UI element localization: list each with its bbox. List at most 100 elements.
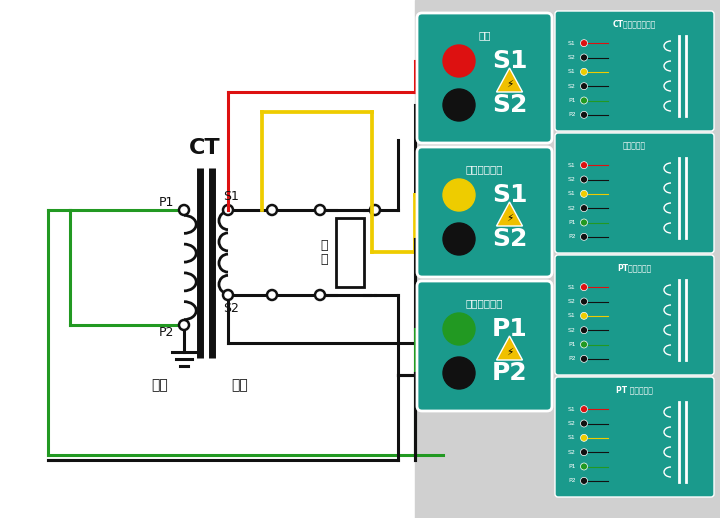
Text: P1: P1 [568,342,575,347]
Circle shape [580,298,588,305]
Text: P2: P2 [492,361,527,385]
Text: 負荷接線圖: 負荷接線圖 [623,141,646,151]
Circle shape [580,434,588,441]
Text: S1: S1 [568,285,576,290]
Polygon shape [497,68,523,92]
Circle shape [223,205,233,215]
Text: P2: P2 [568,356,575,362]
Text: 一次: 一次 [152,378,168,392]
Polygon shape [497,336,523,360]
Text: P1: P1 [568,98,575,103]
Text: 輸出電壓測量: 輸出電壓測量 [466,164,503,174]
Circle shape [580,205,588,212]
Text: S2: S2 [492,93,527,117]
FancyBboxPatch shape [555,133,714,253]
Circle shape [580,420,588,427]
Text: PT 變比接線圖: PT 變比接線圖 [616,385,653,395]
Text: S2: S2 [568,84,576,89]
FancyBboxPatch shape [417,281,552,411]
Text: PT勵磁接線圖: PT勵磁接線圖 [617,264,652,272]
FancyBboxPatch shape [555,11,714,131]
Text: S1: S1 [568,163,576,168]
Bar [336,218,364,287]
Text: S1: S1 [568,407,576,412]
Text: 負: 負 [320,239,328,252]
Text: 載: 載 [320,253,328,266]
Circle shape [580,341,588,348]
Circle shape [580,162,588,169]
Text: 輸出: 輸出 [478,30,491,40]
Text: ⚡: ⚡ [506,347,513,357]
Circle shape [580,449,588,456]
Text: S1: S1 [568,41,576,46]
Circle shape [580,327,588,334]
Circle shape [443,89,475,121]
Text: P2: P2 [568,478,575,483]
Bar [415,0,720,518]
Circle shape [443,45,475,77]
Circle shape [443,179,475,211]
Text: P1: P1 [492,317,527,341]
Text: P1: P1 [158,195,174,209]
Circle shape [179,205,189,215]
Text: S2: S2 [568,450,576,455]
Circle shape [580,97,588,104]
Text: 二次: 二次 [232,378,248,392]
Text: 感應電壓測量: 感應電壓測量 [466,298,503,308]
Text: S1: S1 [492,49,527,73]
Text: P1: P1 [568,220,575,225]
Text: P2: P2 [568,112,575,118]
Text: S2: S2 [568,421,576,426]
Text: S1: S1 [492,183,527,207]
Text: S2: S2 [568,299,576,304]
Text: CT: CT [189,138,221,158]
Circle shape [580,190,588,197]
FancyBboxPatch shape [417,13,552,143]
Text: S2: S2 [568,177,576,182]
Circle shape [580,111,588,118]
Text: P2: P2 [568,234,575,239]
Text: P2: P2 [158,326,174,339]
Text: S2: S2 [568,55,576,60]
Circle shape [580,355,588,362]
Circle shape [443,313,475,345]
Circle shape [267,205,277,215]
Polygon shape [497,202,523,226]
Circle shape [580,284,588,291]
Text: S2: S2 [568,328,576,333]
Text: S1: S1 [568,191,576,196]
Text: S1: S1 [223,190,239,203]
Text: P1: P1 [568,464,575,469]
Text: S2: S2 [492,227,527,251]
Circle shape [580,68,588,75]
Circle shape [580,406,588,413]
Circle shape [179,320,189,330]
FancyBboxPatch shape [555,255,714,375]
Circle shape [580,176,588,183]
Circle shape [443,357,475,389]
Circle shape [580,40,588,47]
Circle shape [580,233,588,240]
Text: S1: S1 [568,313,576,319]
Text: ⚡: ⚡ [506,79,513,89]
Circle shape [580,477,588,484]
FancyBboxPatch shape [417,147,552,277]
Circle shape [315,205,325,215]
Circle shape [580,83,588,90]
Text: S2: S2 [568,206,576,211]
Text: CT勵磁變比接線圖: CT勵磁變比接線圖 [613,20,656,28]
Circle shape [223,290,233,300]
Circle shape [315,290,325,300]
Circle shape [580,463,588,470]
Text: S2: S2 [223,303,239,315]
Circle shape [443,223,475,255]
FancyBboxPatch shape [555,377,714,497]
Text: S1: S1 [568,69,576,75]
Circle shape [267,290,277,300]
Text: S1: S1 [568,435,576,440]
Circle shape [580,312,588,319]
Circle shape [370,205,380,215]
Text: ⚡: ⚡ [506,213,513,223]
Circle shape [580,219,588,226]
Circle shape [580,54,588,61]
